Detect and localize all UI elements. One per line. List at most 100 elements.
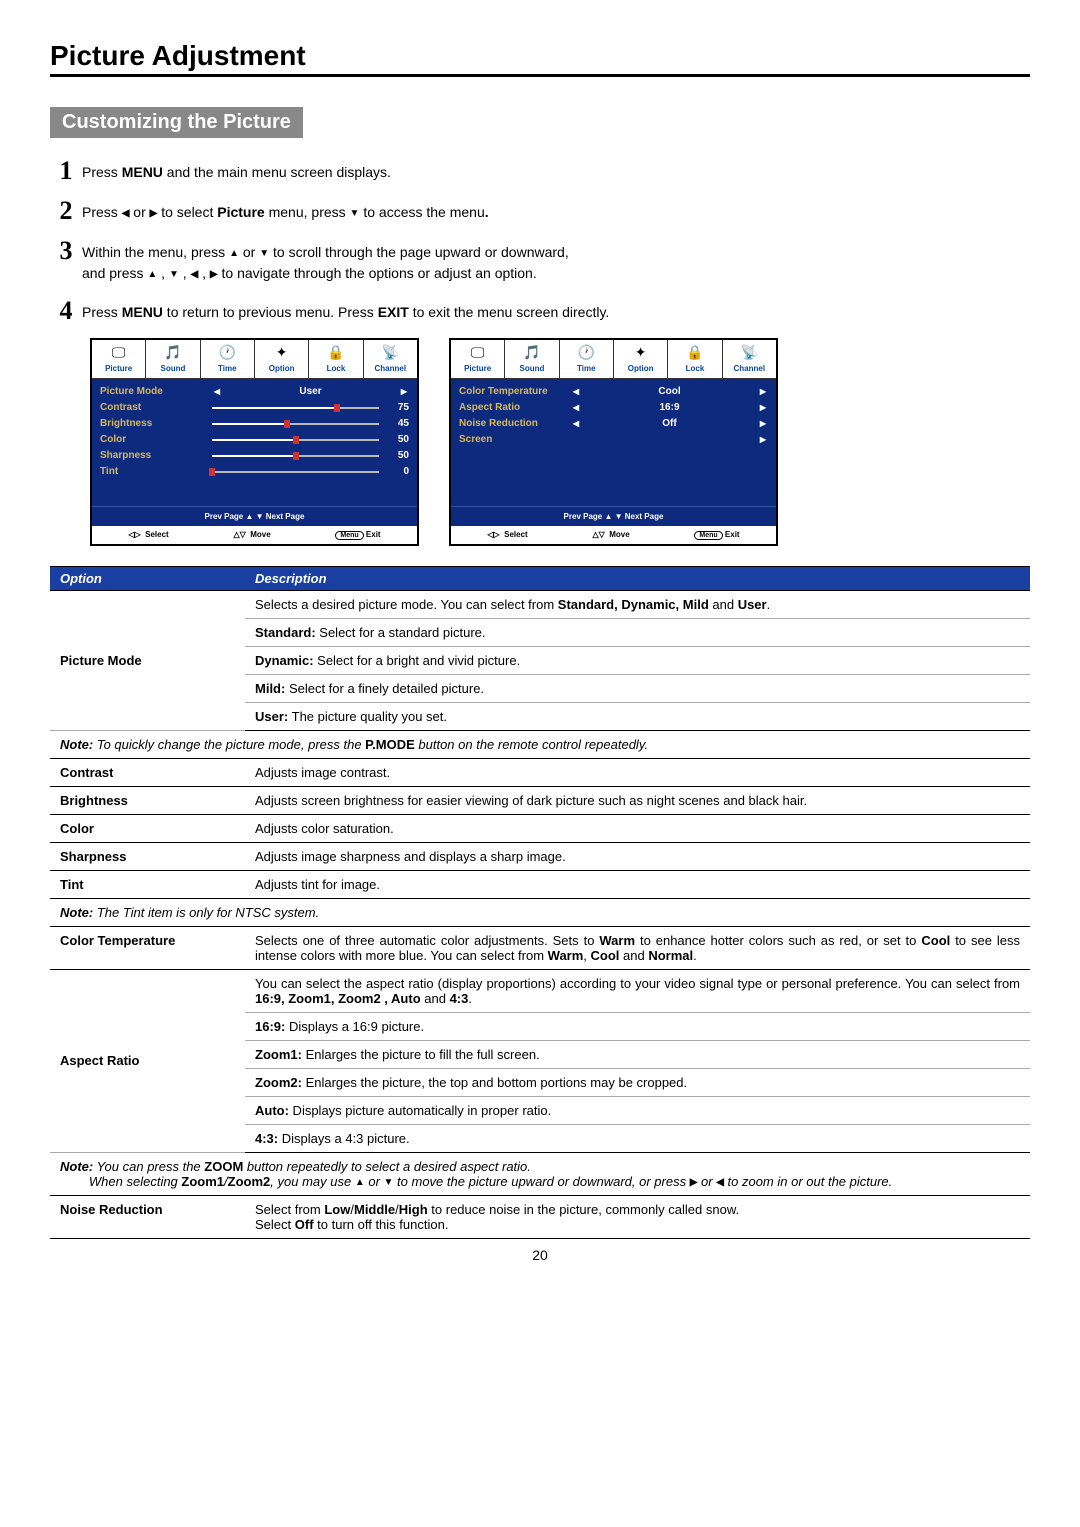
osd-slider <box>212 438 379 442</box>
desc-colortemp: Selects one of three automatic color adj… <box>245 926 1030 969</box>
osd-tab-sound: 🎵Sound <box>505 340 559 378</box>
osd-panel-right: 🖵Picture🎵Sound🕐Time✦Option🔒Lock📡Channel … <box>449 338 778 546</box>
s3b: or <box>239 244 259 260</box>
osd-tab-lock: 🔒 Lock <box>668 340 722 378</box>
tab-icon: 📡 <box>364 342 417 362</box>
step-4: 4 Press MENU to return to previous menu.… <box>50 298 1030 324</box>
osd-value: 45 <box>383 417 409 431</box>
s3d: and press <box>82 265 147 281</box>
osd-slider <box>212 470 379 474</box>
footer-exit: Menu Exit <box>335 529 380 541</box>
osd-row: Color50 <box>100 433 409 447</box>
header-desc: Description <box>245 566 1030 590</box>
footer-move: △▽ Move <box>592 529 629 541</box>
footer-menu-kbd: Menu <box>335 531 363 540</box>
tab-label: Option <box>628 364 654 373</box>
tab-label: Sound <box>520 364 545 373</box>
down-arrow-icon: ▼ <box>350 208 360 219</box>
osd-slider <box>212 422 379 426</box>
row-aspect: Aspect Ratio You can select the aspect r… <box>50 969 1030 1012</box>
step1-text-a: Press <box>82 164 122 180</box>
osd-value: 0 <box>383 465 409 479</box>
osd-value: Cool <box>585 385 754 399</box>
left-arrow-icon: ◀ <box>212 386 222 397</box>
osd-tab-time: 🕐 Time <box>560 340 614 378</box>
pm-usr: User: The picture quality you set. <box>245 702 1030 730</box>
osd-tab-channel: 📡 Channel <box>723 340 776 378</box>
s3h: to navigate through the options or adjus… <box>218 265 537 281</box>
opt-noise: Noise Reduction <box>50 1195 245 1238</box>
footer-select-label: Select <box>504 530 528 539</box>
tab-label: Picture <box>464 364 491 373</box>
osd-menus: 🖵Picture🎵Sound🕐Time✦Option🔒Lock📡Channel … <box>90 338 1030 546</box>
osd-slider <box>212 406 379 410</box>
desc-sharpness: Adjusts image sharpness and displays a s… <box>245 842 1030 870</box>
s4c: to return to previous menu. Press <box>163 304 378 320</box>
osd-row: Brightness 45 <box>100 417 409 431</box>
table-header-row: Option Description <box>50 566 1030 590</box>
osd-value: Off <box>585 417 754 431</box>
s4d: EXIT <box>378 304 409 320</box>
footer-exit-label: Exit <box>366 530 381 539</box>
tab-label: Channel <box>734 364 766 373</box>
step-num-4: 4 <box>50 298 82 324</box>
options-table: Option Description Picture Mode Selects … <box>50 566 1030 1239</box>
tab-icon: 🎵 <box>146 342 199 362</box>
desc-aspect: You can select the aspect ratio (display… <box>245 969 1030 1012</box>
step1-text-c: and the main menu screen displays. <box>163 164 391 180</box>
osd-footer: ◁▷ Select △▽ Move Menu Exit <box>451 526 776 544</box>
up-arrow-icon: ▲ <box>229 248 239 259</box>
right-arrow-icon: ▶ <box>399 386 409 397</box>
ar-z2: Zoom2: Enlarges the picture, the top and… <box>245 1068 1030 1096</box>
tab-icon: 📡 <box>723 342 776 362</box>
ar-auto: Auto: Displays picture automatically in … <box>245 1096 1030 1124</box>
osd-label: Brightness <box>100 417 208 431</box>
osd-value: 75 <box>383 401 409 415</box>
osd-footer: ◁▷ Select △▽ Move Menu Exit <box>92 526 417 544</box>
step-1: 1 Press MENU and the main menu screen di… <box>50 158 1030 184</box>
page-title: Picture Adjustment <box>50 40 1030 77</box>
tab-label: Time <box>577 364 596 373</box>
footer-move: △▽ Move <box>233 529 270 541</box>
osd-tab-option: ✦Option <box>255 340 309 378</box>
s3e: , <box>157 265 169 281</box>
s3f: , <box>179 265 191 281</box>
tab-icon: 🖵 <box>92 342 145 362</box>
s2f: to access the menu <box>359 204 484 220</box>
s2a: Press <box>82 204 122 220</box>
step-num-2: 2 <box>50 198 82 224</box>
s2g: . <box>485 204 489 220</box>
osd-label: Noise Reduction <box>459 417 567 431</box>
opt-sharpness: Sharpness <box>50 842 245 870</box>
osd-value: 16:9 <box>585 401 754 415</box>
s4e: to exit the menu screen directly. <box>409 304 610 320</box>
tint-note: Note: The Tint item is only for NTSC sys… <box>50 898 1030 926</box>
osd-value: 50 <box>383 449 409 463</box>
left-arrow-icon: ◀ <box>571 402 581 413</box>
s2d: Picture <box>217 204 264 220</box>
tab-icon: 🔒 <box>668 342 721 362</box>
left-arrow-icon: ◀ <box>571 386 581 397</box>
step1-menu: MENU <box>122 164 163 180</box>
osd-tab-picture: 🖵Picture <box>451 340 505 378</box>
osd-label: Sharpness <box>100 449 208 463</box>
section-heading: Customizing the Picture <box>50 107 303 138</box>
osd-tab-picture: 🖵 Picture <box>92 340 146 378</box>
s4a: Press <box>82 304 122 320</box>
tab-icon: ✦ <box>255 342 308 362</box>
tab-label: Picture <box>105 364 132 373</box>
pm-std: Standard: Select for a standard picture. <box>245 618 1030 646</box>
down-arrow-icon: ▼ <box>384 1177 394 1188</box>
osd-nav: Prev Page ▲ ▼ Next Page <box>92 506 417 526</box>
osd-nav: Prev Page ▲ ▼ Next Page <box>451 506 776 526</box>
right-arrow-icon: ▶ <box>758 386 768 397</box>
osd-row: Aspect Ratio◀16:9▶ <box>459 401 768 415</box>
tab-icon: 🕐 <box>560 342 613 362</box>
step-2: 2 Press ◀ or ▶ to select Picture menu, p… <box>50 198 1030 224</box>
tab-label: Lock <box>686 364 705 373</box>
left-arrow-icon: ◀ <box>571 418 581 429</box>
osd-tab-lock: 🔒Lock <box>309 340 363 378</box>
s2e: menu, press <box>265 204 350 220</box>
osd-row: Tint0 <box>100 465 409 479</box>
down-arrow-icon: ▼ <box>169 269 179 280</box>
